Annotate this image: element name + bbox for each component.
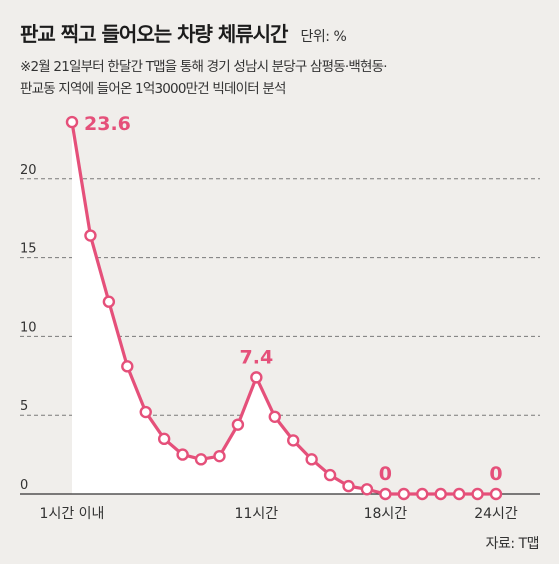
- note-line-1: ※2월 21일부터 한달간 T맵을 통해 경기 성남시 분당구 삼평동·백현동·: [20, 59, 388, 75]
- data-point: [176, 448, 189, 461]
- chart-note: ※2월 21일부터 한달간 T맵을 통해 경기 성남시 분당구 삼평동·백현동·…: [20, 56, 550, 100]
- unit-label: 단위: %: [300, 29, 347, 45]
- data-point: [102, 295, 116, 308]
- area-fill: [72, 122, 496, 495]
- data-label: 0: [489, 463, 502, 485]
- data-label: 7.4: [240, 346, 274, 368]
- data-point: [471, 487, 484, 501]
- data-point: [287, 434, 300, 447]
- data-point: [379, 487, 392, 501]
- x-tick-label: 24시간: [474, 506, 518, 522]
- data-point: [250, 371, 263, 384]
- data-point: [157, 432, 171, 446]
- data-point: [416, 487, 429, 501]
- data-point: [139, 405, 152, 419]
- data-point: [489, 487, 503, 501]
- y-tick-label-5: 5: [20, 399, 28, 414]
- title-row: 판교 찍고 들어오는 차량 체류시간 단위: %: [20, 18, 347, 47]
- data-point: [342, 479, 355, 493]
- data-point: [231, 418, 245, 431]
- data-point: [84, 229, 97, 242]
- data-point: [323, 468, 337, 482]
- chart-title: 판교 찍고 들어오는 차량 체류시간: [20, 22, 288, 46]
- data-label: 23.6: [84, 113, 131, 135]
- data-point: [268, 410, 281, 423]
- data-label: 0: [379, 463, 392, 485]
- data-point: [397, 487, 411, 501]
- x-tick-label: 1시간 이내: [40, 506, 105, 522]
- data-point: [434, 487, 447, 501]
- y-tick-label-0: 0: [20, 478, 28, 493]
- data-point: [213, 449, 226, 463]
- data-point: [360, 483, 374, 496]
- y-tick-label-15: 15: [20, 242, 37, 257]
- data-point: [305, 453, 318, 466]
- x-tick-label: 18시간: [364, 506, 408, 522]
- data-point: [452, 487, 466, 501]
- y-tick-label-20: 20: [20, 163, 37, 178]
- note-line-2: 판교동 지역에 들어온 1억3000만건 빅데이터 분석: [20, 81, 286, 97]
- data-point: [194, 453, 208, 466]
- x-tick-label: 11시간: [235, 506, 279, 522]
- data-point: [121, 360, 134, 373]
- source-label: 자료: T맵: [485, 536, 540, 552]
- data-point: [65, 115, 79, 129]
- y-tick-label-10: 10: [20, 320, 37, 335]
